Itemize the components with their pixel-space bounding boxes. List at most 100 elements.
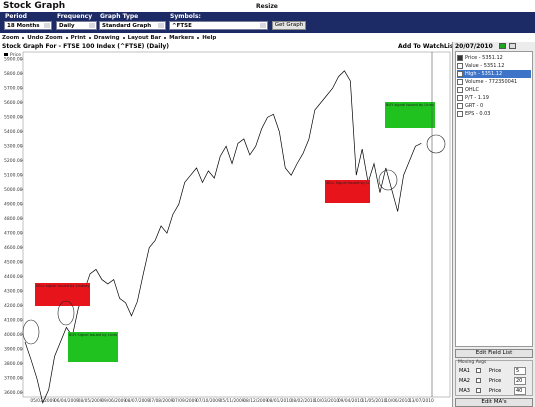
checkbox[interactable] (457, 103, 463, 109)
menu-separator (122, 37, 125, 39)
x-tick-label: 05/11/2009 (220, 398, 245, 404)
field-text: OHLC (465, 87, 479, 93)
field-text: High - 5351.12 (465, 71, 503, 77)
app-title: Stock Graph (3, 1, 66, 11)
field-label: Frequency (57, 13, 93, 20)
signal-box (385, 102, 435, 128)
field-text: Volume - 772350041 (465, 79, 518, 85)
ma-checkbox[interactable] (476, 368, 481, 373)
signal-text-wrap: BUY Signal issued by Lindsey on 16th Mar… (69, 333, 117, 337)
x-tick-label: 07/10/2009 (196, 398, 221, 404)
signal-text: BUY signal issued by Lindsey on 4th July… (386, 103, 434, 107)
field-item[interactable]: Value - 5351.12 (457, 62, 531, 70)
edit-field-button[interactable]: Edit Field List (455, 349, 533, 358)
menu-item[interactable]: Drawing (93, 35, 120, 41)
checkbox[interactable] (457, 55, 463, 61)
y-tick-label: 5300.00 (4, 144, 23, 150)
y-tick-label: 4800.00 (4, 216, 23, 222)
ma-checkbox[interactable] (476, 378, 481, 383)
y-tick-label: 3900.00 (4, 347, 23, 353)
moving-avgs: Moving Avgs MA1 Price 5 MA2 Price 20 MA3 Price 40 (455, 360, 533, 396)
field-item[interactable]: Price - 5351.12 (457, 54, 531, 62)
chart: 3600.00 3700.00 3800.00 3900.00 4000.00 4100.… (4, 51, 451, 404)
ma-name: MA3 (459, 388, 470, 394)
moving-avgs-title: Moving Avgs (458, 360, 487, 365)
get-graph-button[interactable]: Get Graph (272, 21, 306, 30)
signal-text-wrap: SELL Signal issued by Lindsey on 31st Ma… (326, 181, 369, 185)
x-tick-label: 11/05/2010 (362, 398, 387, 404)
edit-ma-button[interactable]: Edit MA's (455, 398, 533, 407)
ma-period[interactable]: 20 (514, 377, 526, 385)
toolbar: Period 18 Months Frequency Daily Graph Type S… (0, 12, 535, 33)
checkbox[interactable] (457, 111, 463, 117)
ma-field: Price (489, 368, 502, 374)
field-select[interactable]: Daily (56, 21, 97, 30)
watchlist-link[interactable]: Add To WatchList (398, 43, 457, 50)
y-tick-label: 4700.00 (4, 231, 23, 237)
signal-box (68, 332, 118, 362)
field-item[interactable]: EPS - 0.03 (457, 110, 531, 118)
x-tick-label: 07/09/2009 (172, 398, 197, 404)
menu-item[interactable]: Layout Bar (127, 35, 162, 41)
x-tick-label: 06/04/2009 (54, 398, 79, 404)
field-select[interactable]: Standard Graph (99, 21, 166, 30)
checkbox[interactable] (457, 95, 463, 101)
field-label: Symbols: (170, 13, 201, 20)
signal-box (325, 180, 370, 203)
menu-item[interactable]: Print (70, 35, 86, 41)
resize[interactable]: Resize (256, 3, 278, 10)
field-text: Value - 5351.12 (465, 63, 505, 69)
menu-item[interactable]: Help (202, 35, 217, 41)
field-item[interactable]: High - 5351.12 (457, 70, 531, 78)
menu-item[interactable]: Undo Zoom (27, 35, 63, 41)
y-tick-label: 5800.00 (4, 71, 23, 77)
signal-box (35, 283, 90, 306)
signal-circle (57, 300, 75, 326)
y-tick-label: 4900.00 (4, 202, 23, 208)
field-select[interactable]: ^FTSE (169, 21, 268, 30)
x-tick-label: 08/01/2010 (267, 398, 292, 404)
legend-label: Price (10, 52, 21, 58)
signal-circle (378, 169, 398, 191)
checkbox[interactable] (457, 79, 463, 85)
menu-separator (22, 37, 25, 39)
field-label: Period (5, 13, 27, 20)
ma-period[interactable]: 5 (514, 367, 526, 375)
y-tick-label: 4500.00 (4, 260, 23, 266)
ma-checkbox[interactable] (476, 388, 481, 393)
x-tick-label: 08/02/2010 (291, 398, 316, 404)
menu-item[interactable]: Zoom (2, 35, 20, 41)
y-tick-label: 3700.00 (4, 376, 23, 382)
panel-button[interactable] (509, 43, 516, 49)
menu-separator (197, 37, 200, 39)
y-tick-label: 4200.00 (4, 303, 23, 309)
field-item[interactable]: GRT - 0 (457, 102, 531, 110)
signal-text: SELL signal issued by Lindsey on 19th Fe… (36, 284, 89, 288)
field-item[interactable]: Volume - 772350041 (457, 78, 531, 86)
legend-swatch (4, 53, 8, 56)
checkbox[interactable] (457, 71, 463, 77)
ma-period[interactable]: 40 (514, 387, 526, 395)
field-item[interactable]: OHLC (457, 86, 531, 94)
menu-separator (88, 37, 91, 39)
checkbox[interactable] (457, 63, 463, 69)
x-tick-label: 13/07/2010 (409, 398, 434, 404)
signal-text: SELL Signal issued by Lindsey on 31st Ma… (326, 181, 369, 185)
field-text: EPS - 0.03 (465, 111, 491, 117)
y-tick-label: 5500.00 (4, 115, 23, 121)
y-tick-label: 4100.00 (4, 318, 23, 324)
ma-field: Price (489, 378, 502, 384)
field-text: Price - 5351.12 (465, 55, 503, 61)
panel-button[interactable] (499, 43, 506, 49)
y-tick-label: 4400.00 (4, 274, 23, 280)
menu-item[interactable]: Markers (169, 35, 195, 41)
y-tick-label: 5600.00 (4, 100, 23, 106)
checkbox[interactable] (457, 87, 463, 93)
signal-text-wrap: BUY signal issued by Lindsey on 4th July… (386, 103, 434, 107)
field-select[interactable]: 18 Months (4, 21, 52, 30)
field-item[interactable]: P/T - 1.19 (457, 94, 531, 102)
panel-date: 20/07/2010 (455, 43, 493, 50)
signal-text: BUY Signal issued by Lindsey on 16th Mar… (69, 333, 117, 337)
y-tick-label: 5200.00 (4, 158, 23, 164)
